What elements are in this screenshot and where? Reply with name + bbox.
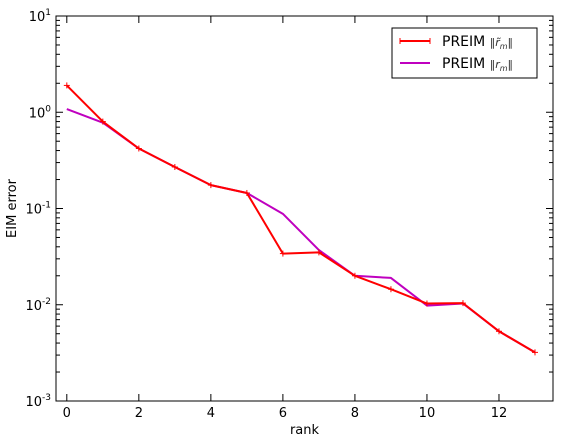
data-point xyxy=(387,286,394,293)
y-tick-label: 100 xyxy=(29,104,52,121)
plot-frame xyxy=(55,15,554,402)
data-point xyxy=(459,300,466,307)
x-tick-label: 6 xyxy=(279,406,287,421)
x-tick-label: 10 xyxy=(419,406,436,421)
series-lines xyxy=(63,82,538,356)
x-tick-label: 8 xyxy=(351,406,359,421)
legend: PREIM ‖r̃m‖ PREIM ‖rm‖ xyxy=(391,27,538,79)
legend-box xyxy=(391,27,538,79)
axis-ticks xyxy=(56,15,553,402)
data-point xyxy=(63,82,70,89)
data-point xyxy=(531,349,538,356)
data-point xyxy=(315,249,322,256)
data-point xyxy=(279,250,286,257)
x-tick-label: 12 xyxy=(491,406,508,421)
x-tick-label: 4 xyxy=(207,406,215,421)
y-tick-label: 10-2 xyxy=(25,297,51,314)
data-point xyxy=(495,328,502,335)
y-tick-label: 10-1 xyxy=(25,201,51,218)
x-axis-label: rank xyxy=(290,423,320,438)
legend-entry: PREIM ‖rm‖ xyxy=(400,56,513,73)
legend-entry: PREIM ‖r̃m‖ xyxy=(399,34,513,51)
data-point xyxy=(207,182,214,189)
data-point xyxy=(243,189,250,196)
data-point xyxy=(423,300,430,307)
x-tick-label: 0 xyxy=(63,406,71,421)
data-point xyxy=(99,118,106,125)
x-tick-label: 2 xyxy=(135,406,143,421)
data-point xyxy=(351,272,358,279)
legend-label: PREIM ‖r̃m‖ xyxy=(442,34,513,51)
data-point xyxy=(171,163,178,170)
y-tick-label: 10-3 xyxy=(25,393,51,410)
legend-label: PREIM ‖rm‖ xyxy=(442,56,513,73)
data-point xyxy=(135,145,142,152)
y-axis-label: EIM error xyxy=(5,178,20,238)
y-tick-label: 101 xyxy=(29,8,51,25)
series-line-1 xyxy=(66,84,536,354)
